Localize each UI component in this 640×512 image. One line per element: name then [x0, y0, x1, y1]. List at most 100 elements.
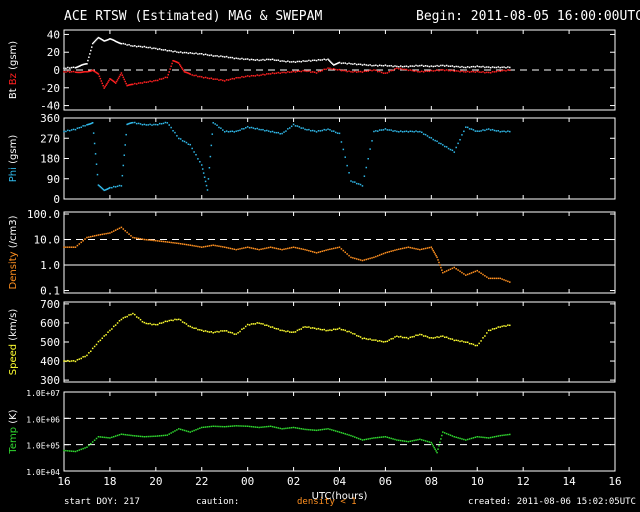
data-point: [453, 339, 456, 342]
data-point: [443, 145, 446, 148]
data-point: [279, 427, 281, 430]
data-point: [409, 440, 412, 443]
data-point: [491, 66, 494, 68]
data-point: [164, 49, 167, 51]
data-point: [344, 433, 346, 435]
data-point: [461, 134, 463, 136]
data-point: [67, 359, 69, 362]
data-point: [227, 79, 230, 81]
data-point: [355, 182, 358, 185]
data-point: [115, 41, 118, 43]
data-point: [489, 72, 492, 74]
data-point: [202, 426, 205, 429]
data-point: [417, 438, 419, 441]
data-point: [109, 78, 111, 80]
data-point: [191, 244, 193, 247]
data-point: [470, 437, 473, 440]
data-point: [431, 443, 434, 446]
data-point: [501, 69, 503, 72]
data-point: [264, 426, 266, 428]
data-point: [281, 60, 283, 62]
data-point: [121, 174, 124, 177]
data-point: [289, 331, 291, 333]
data-point: [432, 249, 434, 252]
data-point: [277, 248, 280, 250]
data-point: [112, 185, 115, 188]
data-point: [357, 258, 360, 261]
data-point: [306, 249, 308, 251]
data-point: [401, 247, 404, 250]
data-point: [384, 64, 387, 66]
data-point: [497, 435, 500, 437]
data-point: [197, 53, 199, 55]
data-point: [315, 131, 318, 133]
data-point: [405, 246, 408, 249]
data-point: [267, 58, 270, 61]
data-point: [388, 71, 390, 73]
data-point: [382, 252, 385, 255]
data-point: [369, 64, 371, 66]
data-point: [178, 318, 180, 321]
data-point: [158, 240, 161, 242]
data-point: [78, 243, 81, 245]
data-point: [434, 69, 436, 72]
series-temp: [63, 425, 511, 454]
data-point: [156, 124, 159, 126]
data-point: [422, 439, 425, 442]
data-point: [443, 69, 446, 72]
data-point: [319, 70, 322, 73]
data-point: [118, 75, 121, 78]
data-point: [185, 51, 188, 54]
data-point: [250, 58, 253, 61]
data-point: [507, 66, 509, 68]
data-point: [75, 66, 78, 69]
data-point: [216, 124, 218, 126]
data-point: [139, 82, 142, 84]
data-point: [266, 73, 268, 75]
data-point: [430, 246, 433, 248]
data-point: [340, 328, 343, 331]
data-point: [210, 244, 213, 247]
data-point: [472, 65, 475, 68]
data-point: [111, 38, 113, 41]
data-point: [287, 128, 289, 130]
data-point: [86, 354, 88, 357]
data-point: [281, 428, 283, 430]
data-point: [181, 429, 184, 431]
data-point: [459, 70, 461, 73]
data-point: [202, 246, 205, 248]
data-point: [162, 77, 165, 80]
data-point: [63, 71, 65, 73]
data-point: [468, 128, 471, 130]
data-point: [264, 324, 266, 327]
data-point: [204, 76, 207, 79]
data-point: [155, 79, 157, 82]
data-point: [162, 321, 165, 324]
data-point: [147, 81, 149, 83]
data-point: [451, 69, 454, 72]
data-point: [438, 336, 440, 339]
data-point: [421, 64, 423, 67]
data-point: [74, 246, 77, 248]
data-point: [89, 53, 91, 55]
data-point: [392, 337, 394, 340]
data-point: [206, 330, 209, 333]
y-axis-label: Speed (km/s): [8, 309, 19, 376]
data-point: [415, 439, 417, 441]
data-point: [311, 327, 314, 329]
data-point: [308, 428, 310, 431]
data-point: [183, 429, 186, 432]
data-point: [346, 63, 348, 65]
data-point: [371, 437, 373, 440]
data-point: [74, 71, 77, 73]
data-point: [130, 45, 132, 47]
data-point: [327, 428, 329, 430]
data-point: [294, 246, 297, 249]
data-point: [331, 130, 333, 132]
data-point: [245, 75, 247, 78]
data-point: [93, 235, 96, 237]
data-point: [179, 319, 182, 321]
data-point: [405, 440, 408, 443]
data-point: [233, 78, 236, 80]
data-point: [267, 325, 270, 327]
